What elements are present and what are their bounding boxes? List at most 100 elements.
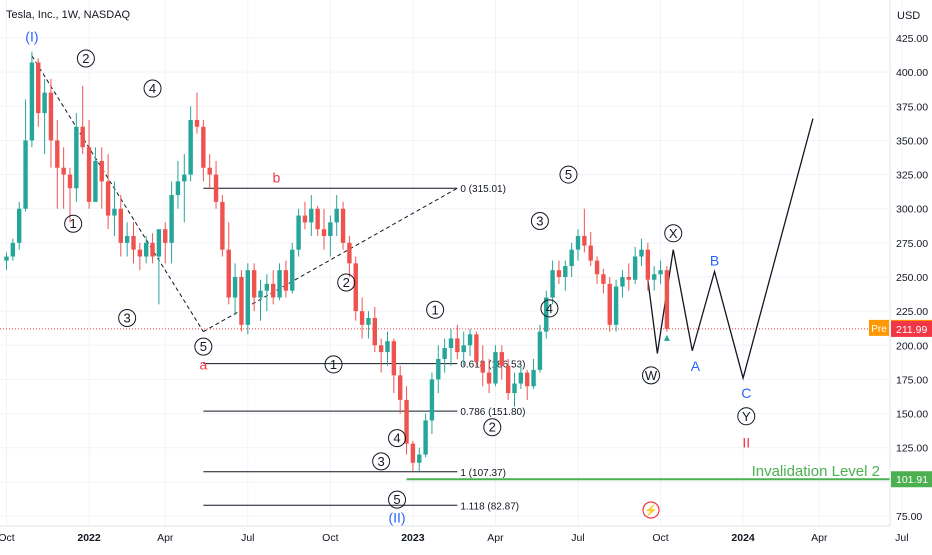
- candles-layer: [4, 51, 670, 471]
- candle-body: [296, 215, 301, 250]
- candle-body: [61, 167, 66, 175]
- wave-label: 2: [82, 51, 89, 66]
- candle-body: [575, 236, 581, 250]
- candle-body: [582, 236, 587, 246]
- wave-label: 1: [330, 357, 337, 372]
- wave-label-circle: [388, 429, 407, 448]
- wave-label: 4: [393, 431, 400, 446]
- price-tick-label: 300.00: [896, 204, 928, 216]
- wave-label: 1: [432, 302, 439, 317]
- candle-body: [239, 277, 244, 325]
- price-tick-label: 350.00: [896, 135, 928, 147]
- candle-body: [340, 208, 346, 243]
- time-tick-label: 2022: [77, 532, 101, 544]
- event-flag-glyph: ⚡: [644, 504, 658, 517]
- time-tick-label: 2023: [401, 532, 425, 544]
- candle-body: [194, 119, 200, 127]
- time-tick-label: Jul: [571, 532, 584, 544]
- wave-label-circle: [337, 273, 356, 292]
- candle-body: [137, 249, 143, 257]
- candle-body: [213, 174, 219, 202]
- candle-body: [175, 181, 181, 196]
- candle-body: [321, 229, 327, 237]
- candle-body: [366, 317, 371, 325]
- candle-body: [442, 348, 447, 359]
- candle-body: [544, 297, 549, 332]
- candle-body: [658, 270, 663, 275]
- time-tick-label: Jul: [895, 532, 908, 544]
- candle-body: [512, 383, 517, 394]
- wave-label: W: [645, 368, 658, 383]
- wave-label: 2: [343, 275, 350, 290]
- candle-body: [112, 208, 117, 216]
- candle-body: [245, 270, 250, 325]
- projection-path: [647, 118, 814, 381]
- fib-level-label: 0.618 (186.53): [460, 360, 525, 371]
- wave-label: 1: [70, 216, 77, 231]
- wave-label-circle: [530, 212, 549, 231]
- dashed-trend-line: [31, 55, 204, 332]
- wave-label: (II): [388, 509, 405, 525]
- candle-body: [601, 274, 606, 284]
- wave-label: 4: [149, 81, 156, 96]
- wave-label: b: [272, 169, 280, 185]
- grid-layer: [0, 0, 903, 526]
- candle-body: [42, 92, 47, 114]
- candle-body: [258, 290, 263, 298]
- price-tick-label: 150.00: [896, 409, 928, 421]
- price-tick-label: 400.00: [896, 67, 928, 79]
- candle-body: [448, 338, 454, 349]
- price-tick-label: 425.00: [896, 33, 928, 45]
- candle-body: [480, 361, 485, 373]
- wave-label: (I): [25, 29, 38, 45]
- candle-body: [163, 229, 168, 243]
- fib-level-label: 1 (107.37): [460, 468, 506, 479]
- wave-label-circle: [118, 308, 137, 327]
- wave-label-circle: [664, 224, 683, 243]
- candle-body: [220, 201, 225, 250]
- invalidation-price-text: 101.91: [896, 474, 928, 486]
- candle-body: [156, 229, 162, 257]
- candle-body: [620, 277, 625, 287]
- candle-body: [232, 277, 238, 298]
- candle-body: [271, 283, 276, 298]
- invalidation-price-badge: [891, 471, 932, 488]
- price-tick-label: 325.00: [896, 170, 928, 182]
- wave-label-circle: [559, 165, 578, 184]
- candle-body: [531, 369, 536, 387]
- wave-label: Y: [742, 409, 751, 424]
- price-tick-label: 225.00: [896, 306, 928, 318]
- candle-body: [169, 195, 174, 243]
- candle-body: [550, 270, 555, 298]
- wave-label: 3: [124, 310, 131, 325]
- symbol-title[interactable]: Tesla, Inc., 1W, NASDAQ: [6, 9, 131, 21]
- candle-body: [201, 126, 206, 168]
- time-tick-label: Oct: [652, 532, 668, 544]
- fib-level-label: 1.118 (82.87): [460, 501, 519, 512]
- candle-body: [264, 283, 270, 291]
- price-tick-label: 175.00: [896, 374, 928, 386]
- candle-body: [455, 338, 460, 353]
- candle-body: [226, 249, 231, 298]
- candle-body: [315, 208, 320, 230]
- time-tick-label: Oct: [0, 532, 15, 544]
- wave-label: 3: [536, 214, 543, 229]
- fib-level-label: 0 (315.01): [460, 184, 506, 195]
- price-tick-label: 275.00: [896, 238, 928, 250]
- wave-label: X: [669, 226, 678, 241]
- candle-body: [499, 352, 504, 366]
- event-flag-icon[interactable]: [642, 501, 660, 519]
- candle-body: [251, 270, 257, 298]
- wave-label: B: [710, 253, 719, 269]
- candle-body: [537, 331, 543, 370]
- event-flag[interactable]: ⚡: [642, 501, 660, 519]
- candle-body: [290, 249, 295, 291]
- candle-body: [563, 266, 568, 277]
- candle-body: [505, 365, 511, 394]
- wave-label: C: [741, 385, 751, 401]
- candle-body: [391, 341, 397, 376]
- currency-label[interactable]: USD: [897, 10, 921, 22]
